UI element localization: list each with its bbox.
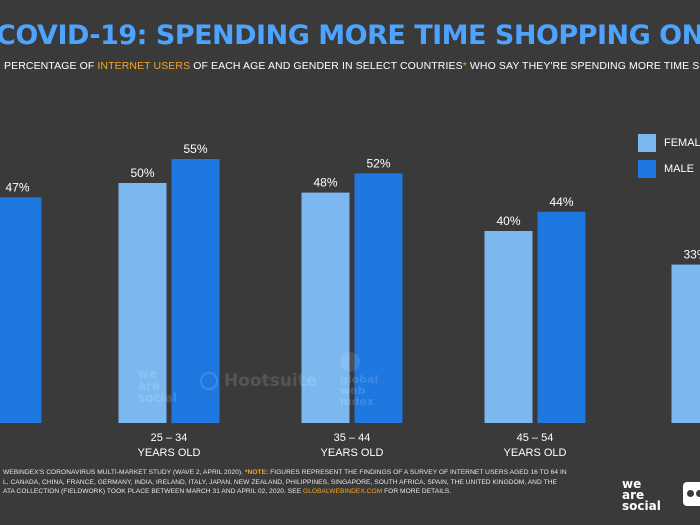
watermark-text: web <box>340 384 366 397</box>
x-tick-label-sub: YEARS OLD <box>138 447 201 459</box>
x-tick-label-sub: YEARS OLD <box>321 447 384 459</box>
hootsuite-owl-icon <box>683 482 700 506</box>
footer-source-notes: WEBINDEX'S CORONAVIRUS MULTI-MARKET STUD… <box>3 468 603 497</box>
footer-line: L, CANADA, CHINA, FRANCE, GERMANY, INDIA… <box>3 478 557 486</box>
x-tick-label: 45 – 54 <box>517 432 554 444</box>
footer-line: ATA COLLECTION (FIELDWORK) TOOK PLACE BE… <box>3 487 603 497</box>
chart-subtitle: PERCENTAGE OF INTERNET USERS OF EACH AGE… <box>4 60 700 72</box>
watermark-text: Hootsuite <box>224 370 318 391</box>
watermark-text: social <box>138 391 177 405</box>
data-label: 50% <box>130 166 154 180</box>
data-label: 55% <box>183 142 207 156</box>
watermark-we-are-social: we are social <box>138 368 177 404</box>
footer-text: FIGURES REPRESENT THE FINDINGS OF A SURV… <box>268 469 567 476</box>
chart-title: COVID-19: SPENDING MORE TIME SHOPPING ON… <box>0 20 700 51</box>
globe-icon <box>340 352 360 372</box>
data-label: 52% <box>366 156 390 170</box>
data-label: 44% <box>549 195 573 209</box>
owl-eye-icon <box>696 490 700 497</box>
x-tick-label: 35 – 44 <box>334 432 371 444</box>
legend-label-female: FEMAL <box>664 137 700 149</box>
bar-female <box>118 183 167 423</box>
watermark-text: are <box>138 379 161 393</box>
watermark-global-web-index: global web index <box>340 352 378 407</box>
subtitle-highlight: INTERNET USERS <box>97 60 191 72</box>
subtitle-middle: OF EACH AGE AND GENDER IN SELECT COUNTRI… <box>190 60 463 72</box>
logo-text: we <box>622 477 642 491</box>
footer-line: WEBINDEX'S CORONAVIRUS MULTI-MARKET STUD… <box>3 468 603 478</box>
data-label: 40% <box>496 214 520 228</box>
footer-text: WEBINDEX'S CORONAVIRUS MULTI-MARKET STUD… <box>3 469 245 476</box>
watermark-text: index <box>340 395 375 408</box>
footer-link[interactable]: GLOBALWEBINDEX.COM <box>303 488 383 496</box>
bar-male <box>537 211 586 423</box>
subtitle-prefix: PERCENTAGE OF <box>4 60 98 72</box>
legend-label-male: MALE <box>664 163 694 175</box>
x-tick-label: 25 – 34 <box>151 432 188 444</box>
bar-female <box>301 192 350 423</box>
bar-female <box>671 264 700 423</box>
legend-item-female: FEMAL <box>638 134 700 152</box>
legend-swatch-female <box>638 134 656 152</box>
subtitle-suffix: WHO SAY THEY'RE SPENDING MORE TIME SHOPP <box>469 60 700 72</box>
bar-male <box>354 173 403 423</box>
bar-male <box>0 197 42 423</box>
footer-text: ATA COLLECTION (FIELDWORK) TOOK PLACE BE… <box>3 488 304 496</box>
data-label: 33% <box>683 248 700 262</box>
data-label: 48% <box>313 176 337 190</box>
logo-text: are <box>622 488 645 502</box>
footer-note-label: *NOTE: <box>244 469 269 476</box>
owl-icon <box>200 372 218 390</box>
legend-item-male: MALE <box>638 160 694 178</box>
footer-text: FOR MORE DETAILS. <box>382 488 452 496</box>
watermark-hootsuite: Hootsuite <box>200 372 317 390</box>
x-tick-label-sub: YEARS OLD <box>504 447 567 459</box>
watermark-text: we <box>138 367 158 381</box>
data-label: 47% <box>5 180 29 194</box>
bar-female <box>484 231 533 423</box>
legend-swatch-male <box>638 160 656 178</box>
subtitle-star: * <box>462 60 467 72</box>
we-are-social-logo: we are social <box>622 477 661 513</box>
owl-eye-icon <box>687 490 694 497</box>
watermark-text: global <box>340 373 379 386</box>
logo-text: social <box>622 499 661 513</box>
